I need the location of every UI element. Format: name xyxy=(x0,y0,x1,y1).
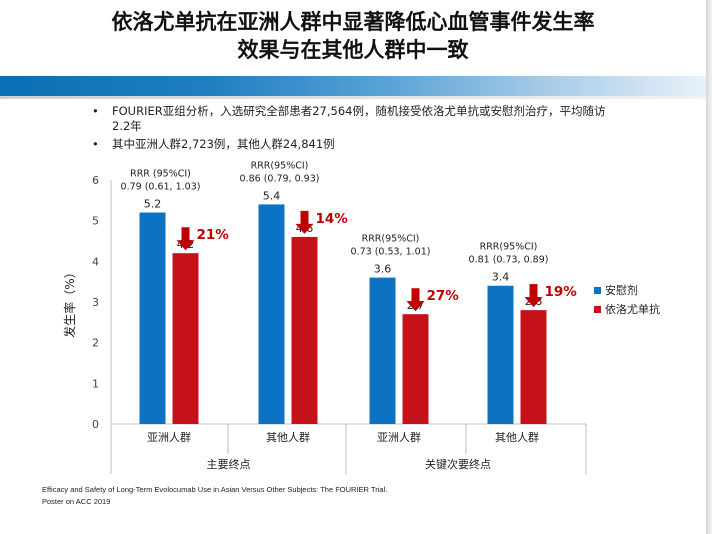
down-arrow-icon xyxy=(295,210,314,234)
y-tick-label: 5 xyxy=(92,215,99,228)
title-line-2: 效果与在其他人群中一致 xyxy=(237,38,469,62)
down-arrow-icon xyxy=(524,284,543,308)
bullet-marker: • xyxy=(92,137,99,151)
legend-label: 安慰剂 xyxy=(605,283,638,297)
bullet-item-1: • FOURIER亚组分析，入选研究全部患者27,564例，随机接受依洛尤单抗或… xyxy=(92,104,612,134)
rrr-ci: 0.79 (0.61, 1.03) xyxy=(121,182,201,193)
bar-value-label: 3.6 xyxy=(374,263,392,276)
rrr-ci: 0.86 (0.79, 0.93) xyxy=(240,173,320,184)
bar-chart: 0123456发生率（%）5.25.43.63.44.24.62.72.8RRR… xyxy=(62,160,660,474)
reduction-percent: 27% xyxy=(427,288,460,304)
y-axis-label: 发生率（%） xyxy=(62,266,77,337)
bullet-marker: • xyxy=(92,104,99,118)
x-group-label: 关键次要终点 xyxy=(425,457,491,471)
rrr-ci: 0.81 (0.73, 0.89) xyxy=(469,255,549,266)
bar-placebo xyxy=(369,277,396,424)
title-decorative-band xyxy=(0,76,706,96)
x-category-label: 其他人群 xyxy=(266,430,310,444)
y-tick-label: 0 xyxy=(92,418,99,431)
bar-evolocumab xyxy=(520,310,547,424)
x-category-label: 其他人群 xyxy=(495,430,539,444)
bar-evolocumab xyxy=(172,253,199,424)
x-category-label: 亚洲人群 xyxy=(377,430,421,444)
x-group-label: 主要终点 xyxy=(207,457,251,471)
title-line-1: 依洛尤单抗在亚洲人群中显著降低心血管事件发生率 xyxy=(111,10,595,34)
citation-line-1: Efficacy and Safety of Long-Term Evolocu… xyxy=(42,485,388,494)
bar-placebo xyxy=(258,204,285,424)
rrr-header: RRR(95%CI) xyxy=(362,234,420,245)
slide-edge-shadow xyxy=(706,0,712,534)
title-band-shadow xyxy=(0,96,706,99)
bar-placebo xyxy=(139,212,166,424)
rrr-header: RRR (95%CI) xyxy=(130,169,191,180)
citation-line-2: Poster on ACC 2019 xyxy=(42,497,111,506)
rrr-header: RRR(95%CI) xyxy=(480,242,538,253)
x-category-label: 亚洲人群 xyxy=(147,430,191,444)
y-tick-label: 2 xyxy=(92,337,99,350)
citation-footnote: Efficacy and Safety of Long-Term Evolocu… xyxy=(42,484,602,508)
reduction-percent: 21% xyxy=(197,227,230,243)
legend-swatch xyxy=(594,306,601,313)
y-tick-label: 4 xyxy=(92,255,99,268)
rrr-header: RRR(95%CI) xyxy=(251,160,309,171)
bullet-list: • FOURIER亚组分析，入选研究全部患者27,564例，随机接受依洛尤单抗或… xyxy=(92,104,612,155)
rrr-ci: 0.73 (0.53, 1.01) xyxy=(351,247,431,258)
y-tick-label: 6 xyxy=(92,174,99,187)
bar-value-label: 3.4 xyxy=(492,271,510,284)
bullet-text: FOURIER亚组分析，入选研究全部患者27,564例，随机接受依洛尤单抗或安慰… xyxy=(112,104,606,133)
y-tick-label: 3 xyxy=(92,296,99,309)
bar-value-label: 5.2 xyxy=(144,198,162,211)
bullet-item-2: • 其中亚洲人群2,723例，其他人群24,841例 xyxy=(92,137,612,152)
legend-label: 依洛尤单抗 xyxy=(605,302,660,316)
bar-evolocumab xyxy=(402,314,429,424)
reduction-percent: 19% xyxy=(545,284,578,300)
legend-swatch xyxy=(594,287,601,294)
bullet-text: 其中亚洲人群2,723例，其他人群24,841例 xyxy=(112,137,335,151)
y-tick-label: 1 xyxy=(92,377,99,390)
bar-evolocumab xyxy=(291,236,318,424)
bar-placebo xyxy=(487,285,514,424)
reduction-percent: 14% xyxy=(316,211,349,227)
page-title: 依洛尤单抗在亚洲人群中显著降低心血管事件发生率 效果与在其他人群中一致 xyxy=(0,8,706,64)
bar-value-label: 5.4 xyxy=(263,189,281,202)
down-arrow-icon xyxy=(406,288,425,312)
down-arrow-icon xyxy=(176,227,195,251)
